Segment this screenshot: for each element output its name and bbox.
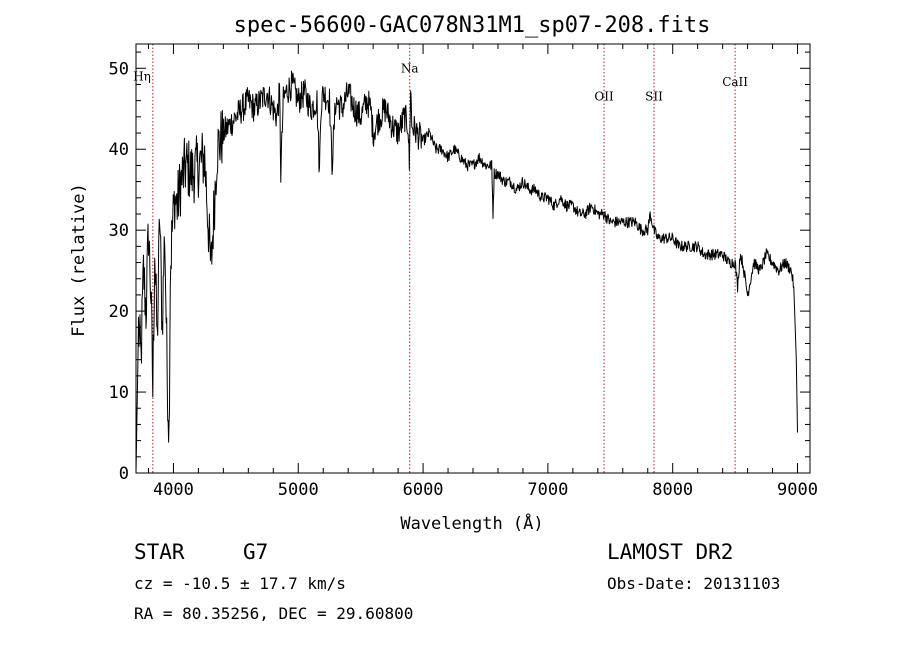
y-axis-label: Flux (relative)	[69, 183, 89, 337]
x-tick-label: 7000	[527, 480, 568, 500]
y-tick-label: 20	[109, 302, 129, 322]
y-tick-label: 30	[109, 221, 129, 241]
x-tick-label: 6000	[403, 480, 444, 500]
x-axis-label: Wavelength (Å)	[400, 512, 543, 534]
marker-label: CaII	[722, 75, 748, 89]
x-tick-label: 8000	[652, 480, 693, 500]
cz-value: cz = -10.5 ± 17.7 km/s	[134, 574, 346, 593]
marker-label: Hη	[133, 69, 151, 83]
marker-label: OII	[594, 90, 614, 104]
series-layer	[135, 70, 798, 474]
subclass-label: G7	[243, 540, 269, 564]
ra-dec: RA = 80.35256, DEC = 29.60800	[134, 604, 414, 623]
class-label: STAR	[134, 540, 185, 564]
flux-series-line	[135, 70, 798, 474]
plot-frame	[135, 43, 811, 474]
obs-date: Obs-Date: 20131103	[607, 574, 781, 593]
axes: 4000 5000 6000 7000 8000 9000 0 10 20 30 40 50	[109, 43, 818, 500]
marker-label: Na	[401, 61, 419, 75]
x-tick-label: 5000	[278, 480, 319, 500]
chart-title: spec-56600-GAC078N31M1_sp07-208.fits	[234, 13, 711, 38]
y-tick-label: 0	[119, 464, 129, 484]
spectrum-chart: spec-56600-GAC078N31M1_sp07-208.fits Flu…	[69, 13, 818, 534]
survey-label: LAMOST DR2	[607, 540, 734, 564]
x-tick-label: 4000	[153, 480, 194, 500]
marker-label: SII	[645, 90, 663, 104]
y-tick-label: 40	[109, 140, 129, 160]
y-tick-label: 50	[109, 59, 129, 79]
x-tick-label: 9000	[777, 480, 818, 500]
line-markers: Hη Na OII SII CaII	[133, 44, 748, 473]
y-tick-label: 10	[109, 383, 129, 403]
